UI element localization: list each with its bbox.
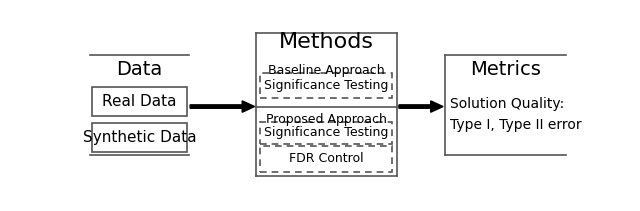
Bar (260, 73, 392, 98)
Bar (260, 122, 392, 144)
Text: Synthetic Data: Synthetic Data (83, 130, 196, 145)
FancyArrow shape (190, 101, 255, 112)
Text: Proposed Approach: Proposed Approach (266, 113, 387, 126)
Bar (92, 87, 187, 116)
Text: Metrics: Metrics (470, 60, 541, 79)
Bar (92, 123, 187, 152)
Bar (260, 146, 392, 172)
Text: Real Data: Real Data (102, 94, 177, 109)
Text: Significance Testing: Significance Testing (264, 126, 388, 139)
Text: FDR Control: FDR Control (289, 153, 364, 165)
Text: Baseline Approach: Baseline Approach (268, 64, 385, 77)
Text: Solution Quality:
Type I, Type II error: Solution Quality: Type I, Type II error (449, 97, 581, 132)
FancyArrow shape (399, 101, 443, 112)
Text: Significance Testing: Significance Testing (264, 79, 388, 92)
Text: Data: Data (116, 60, 163, 79)
Text: Methods: Methods (279, 32, 374, 51)
